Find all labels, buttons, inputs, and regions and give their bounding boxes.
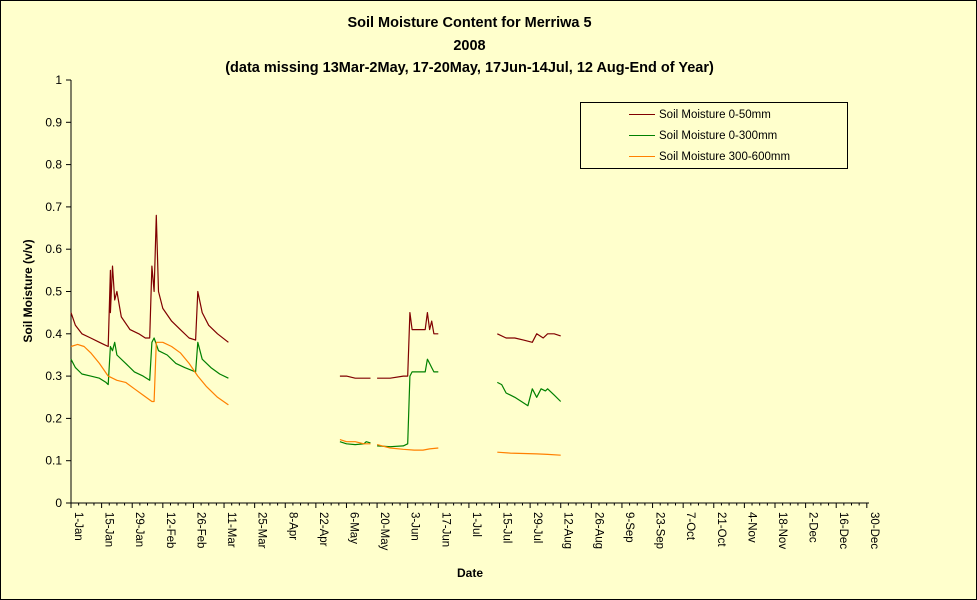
x-tick-label: 12-Aug bbox=[562, 512, 574, 549]
y-tick-label: 0.1 bbox=[45, 454, 62, 468]
series-line-2-segment-3 bbox=[497, 451, 561, 456]
legend-item-0-50mm: Soil Moisture 0-50mm bbox=[581, 107, 847, 123]
series-line-1-segment-0 bbox=[70, 337, 229, 386]
series-line-1-segment-2 bbox=[377, 358, 439, 448]
x-tick-label: 16-Dec bbox=[837, 512, 849, 549]
x-axis: 1-Jan 15-Jan 29-Jan 12-Feb 26-Feb 11-Mar 25-Ma… bbox=[70, 502, 880, 551]
x-tick-label: 29-Jan bbox=[133, 512, 145, 547]
x-tick-label: 21-Oct bbox=[715, 512, 727, 547]
x-tick-label: 15-Jan bbox=[103, 512, 115, 547]
chart-legend: Soil Moisture 0-50mm Soil Moisture 0-300… bbox=[580, 102, 848, 169]
x-tick-label: 3-Jun bbox=[409, 512, 421, 541]
x-tick-label: 23-Sep bbox=[654, 512, 666, 549]
x-tick-label: 26-Feb bbox=[194, 512, 206, 548]
y-tick-label: 0 bbox=[55, 496, 62, 510]
series-line-2-segment-2 bbox=[376, 444, 439, 451]
y-tick-label: 0.7 bbox=[45, 200, 62, 214]
series-line-2-segment-0 bbox=[70, 341, 229, 406]
legend-label-0-50mm: Soil Moisture 0-50mm bbox=[659, 109, 771, 121]
x-tick-label: 6-May bbox=[347, 512, 359, 544]
legend-item-0-300mm: Soil Moisture 0-300mm bbox=[581, 128, 847, 144]
x-tick-label: 30-Dec bbox=[868, 512, 880, 549]
chart-title: Soil Moisture Content for Merriwa 5 bbox=[347, 15, 592, 31]
legend-swatch-0-50mm bbox=[629, 114, 655, 115]
legend-label-0-300mm: Soil Moisture 0-300mm bbox=[659, 130, 778, 142]
x-tick-label: 22-Apr bbox=[317, 512, 329, 547]
x-tick-label: 11-Mar bbox=[225, 512, 237, 548]
x-tick-label: 12-Feb bbox=[164, 512, 176, 548]
y-tick-label: 0.6 bbox=[45, 242, 62, 256]
y-tick-label: 0.3 bbox=[45, 369, 62, 383]
x-tick-label: 1-Jul bbox=[470, 512, 482, 537]
x-tick-label: 1-Jan bbox=[72, 512, 84, 541]
y-axis-label: Soil Moisture (v/v) bbox=[21, 239, 35, 342]
series-line-0-segment-3 bbox=[497, 333, 561, 343]
x-tick-label: 20-May bbox=[378, 512, 390, 551]
x-axis-label: Date bbox=[457, 566, 483, 580]
y-axis: 0 0.1 0.2 0.3 0.4 0.5 0.6 0.7 0.8 0.9 1 bbox=[45, 73, 72, 510]
chart-note: (data missing 13Mar-2May, 17-20May, 17Ju… bbox=[225, 60, 714, 76]
series-line-0-segment-1 bbox=[339, 375, 371, 379]
y-tick-label: 0.8 bbox=[45, 158, 62, 172]
legend-item-300-600mm: Soil Moisture 300-600mm bbox=[581, 149, 847, 165]
x-tick-label: 26-Aug bbox=[592, 512, 604, 549]
x-tick-label: 2-Dec bbox=[807, 512, 819, 543]
y-tick-label: 0.4 bbox=[45, 327, 62, 341]
x-tick-label: 9-Sep bbox=[623, 512, 635, 543]
series-layer bbox=[70, 214, 562, 456]
x-tick-label: 4-Nov bbox=[745, 512, 757, 543]
legend-swatch-0-300mm bbox=[629, 135, 655, 136]
series-line-0-segment-0 bbox=[70, 214, 229, 348]
y-tick-label: 0.9 bbox=[45, 115, 62, 129]
y-tick-label: 0.5 bbox=[45, 285, 62, 299]
series-line-2-segment-1 bbox=[339, 439, 371, 445]
legend-label-300-600mm: Soil Moisture 300-600mm bbox=[659, 151, 791, 163]
chart-subtitle: 2008 bbox=[453, 38, 486, 54]
x-tick-label: 25-Mar bbox=[256, 512, 268, 549]
x-tick-label: 17-Jun bbox=[439, 512, 451, 547]
series-line-1-segment-1 bbox=[339, 441, 371, 446]
x-tick-label: 7-Oct bbox=[684, 512, 696, 541]
x-tick-label: 15-Jul bbox=[501, 512, 513, 543]
y-tick-label: 1 bbox=[55, 73, 62, 87]
x-tick-label: 29-Jul bbox=[531, 512, 543, 543]
y-tick-label: 0.2 bbox=[45, 411, 62, 425]
series-line-1-segment-3 bbox=[497, 381, 562, 407]
x-tick-label: 18-Nov bbox=[776, 512, 788, 549]
x-tick-label: 8-Apr bbox=[286, 512, 298, 540]
legend-swatch-300-600mm bbox=[629, 156, 655, 157]
series-line-0-segment-2 bbox=[377, 312, 439, 379]
